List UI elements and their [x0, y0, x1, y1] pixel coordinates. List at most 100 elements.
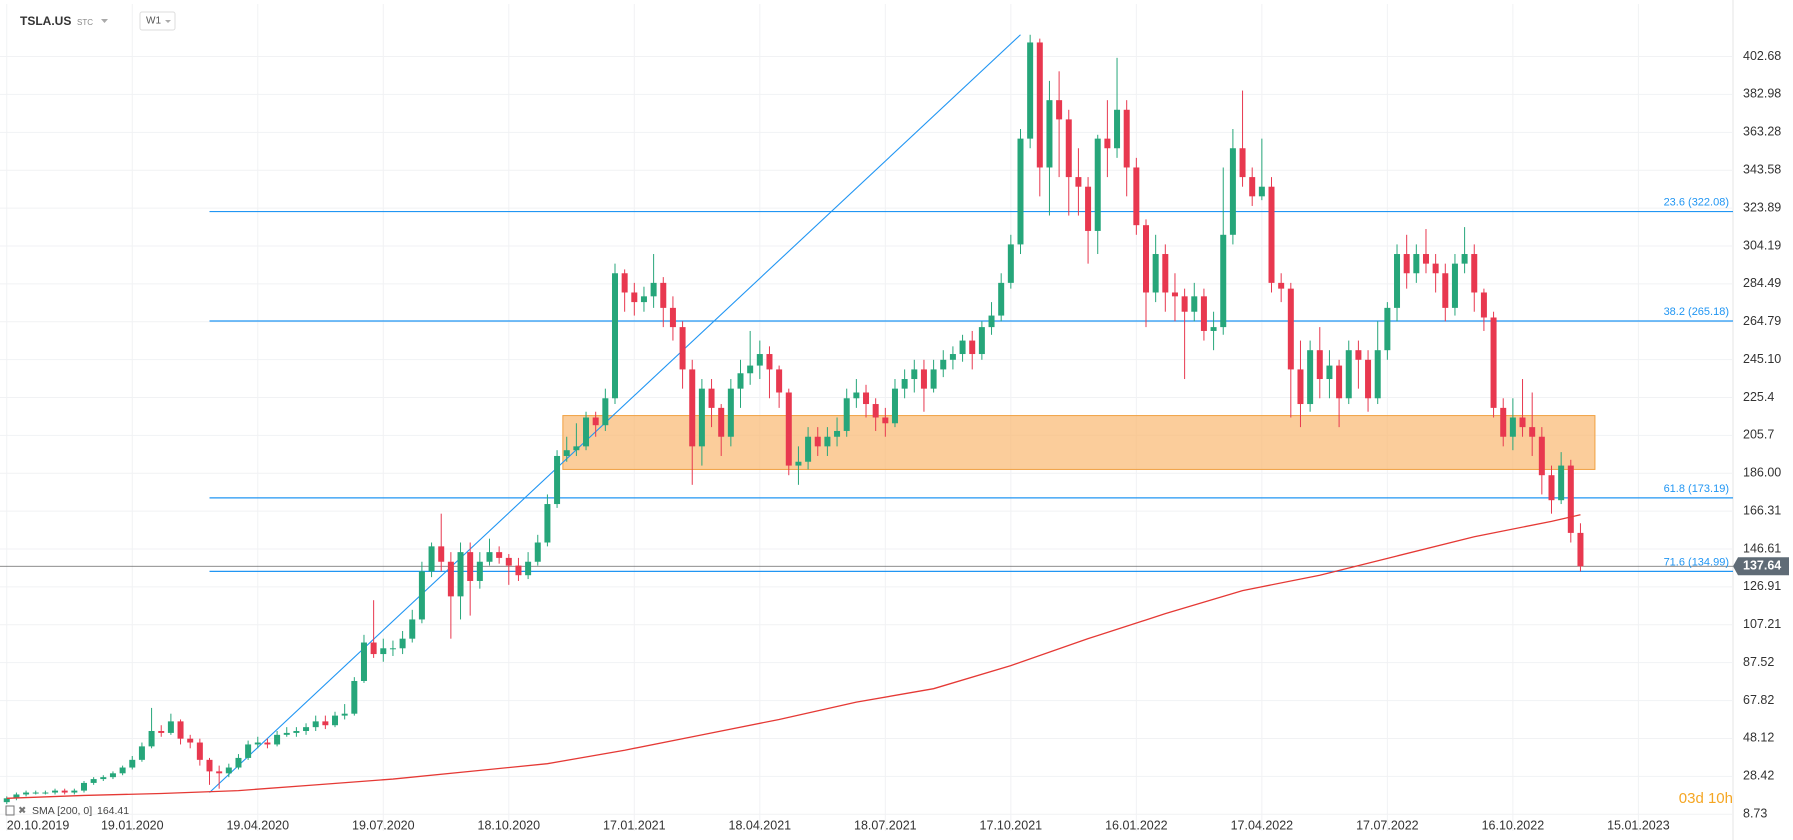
candle-body: [949, 354, 956, 360]
candle-body: [1036, 42, 1043, 168]
candle-body: [235, 757, 242, 768]
candle-body: [1075, 177, 1082, 187]
candle-body: [254, 742, 261, 745]
candle-body: [863, 392, 870, 405]
candle-body: [1577, 532, 1584, 567]
candle-body: [843, 398, 850, 431]
legend-close[interactable]: ✖: [18, 806, 26, 817]
candle-body: [689, 369, 696, 447]
candle-body: [486, 552, 493, 562]
candle-body: [621, 273, 628, 293]
candle-body: [303, 727, 310, 731]
candle-body: [138, 746, 145, 760]
y-tick-label: 126.91: [1743, 579, 1781, 593]
candle-body: [1548, 475, 1555, 501]
candle-body: [61, 790, 68, 793]
candle-body: [660, 282, 667, 308]
candle-body: [380, 648, 387, 655]
candle-body: [1374, 350, 1381, 399]
candle-body: [901, 379, 908, 389]
sma-legend: SMA [200, 0]: [32, 805, 92, 817]
candle-body: [563, 450, 570, 456]
candle-body: [911, 369, 918, 380]
legend-icon[interactable]: [5, 805, 15, 816]
symbol: TSLA.US: [20, 14, 71, 28]
sma-legend-value: 164.41: [97, 805, 129, 817]
candle-body: [1171, 292, 1178, 297]
source: STC: [77, 18, 93, 27]
x-tick-label: 16.10.2022: [1482, 818, 1545, 832]
candle-body: [80, 782, 87, 791]
fib-label: 71.6 (134.99): [1664, 556, 1729, 568]
interval-button[interactable]: [139, 11, 176, 31]
candle-body: [853, 392, 860, 399]
candle-body: [399, 638, 406, 649]
candle-body: [438, 546, 445, 562]
x-tick-label: 16.01.2022: [1105, 818, 1168, 832]
candle-body: [447, 561, 454, 597]
candle-body: [1336, 365, 1343, 399]
candle-body: [158, 730, 165, 733]
candle-body: [42, 792, 49, 794]
candle-body: [698, 388, 705, 447]
candle-body: [534, 542, 541, 562]
candle-body: [1085, 186, 1092, 231]
candle-body: [3, 798, 10, 803]
y-tick-label: 304.19: [1743, 238, 1781, 252]
candle-body: [428, 546, 435, 572]
candle-body: [525, 561, 532, 576]
candle-body: [650, 282, 657, 297]
candle-body: [1451, 263, 1458, 308]
y-tick-label: 48.12: [1743, 731, 1774, 745]
x-tick-label: 18.10.2020: [478, 818, 541, 832]
timer: 03d 10h: [1679, 790, 1733, 807]
candle-body: [1278, 282, 1285, 289]
candle-body: [737, 373, 744, 389]
candle-body: [824, 436, 831, 447]
dropdown-icon[interactable]: [101, 19, 108, 23]
candle-body: [1210, 327, 1217, 331]
candle-body: [1268, 186, 1275, 283]
candle-body: [1258, 186, 1265, 197]
candle-body: [1056, 100, 1063, 120]
candle-body: [583, 417, 590, 447]
candle-body: [1046, 100, 1053, 168]
y-tick-label: 87.52: [1743, 655, 1774, 669]
y-tick-label: 264.79: [1743, 314, 1781, 328]
y-tick-label: 205.7: [1743, 428, 1774, 442]
candle-body: [1191, 296, 1198, 312]
candle-body: [515, 565, 522, 576]
candle-body: [322, 721, 329, 726]
candle-body: [177, 721, 184, 739]
candle-body: [312, 721, 319, 728]
candle-body: [756, 354, 763, 366]
candle-body: [1394, 254, 1401, 308]
candle-body: [592, 417, 599, 426]
candle-body: [611, 273, 618, 399]
candle-body: [978, 327, 985, 355]
candle-body: [669, 307, 676, 328]
candle-body: [71, 790, 78, 793]
candle-body: [370, 642, 377, 655]
candle-body: [998, 282, 1005, 316]
y-tick-label: 166.31: [1743, 503, 1781, 517]
candle-body: [119, 767, 126, 774]
price-tag: [1733, 557, 1789, 576]
candle-body: [283, 732, 290, 735]
y-tick-label: 8.73: [1743, 807, 1767, 821]
candle-body: [476, 561, 483, 581]
fib-label: 23.6 (322.08): [1664, 196, 1729, 208]
candle-body: [1471, 254, 1478, 293]
candle-body: [1567, 465, 1574, 533]
candle-body: [1442, 273, 1449, 308]
candle-body: [1162, 254, 1169, 293]
candle-body: [766, 354, 773, 370]
candle-body: [1307, 350, 1314, 405]
candle-body: [1229, 148, 1236, 235]
candle-body: [1017, 138, 1024, 245]
price-tag-label: 137.64: [1743, 559, 1781, 573]
candle-body: [1500, 407, 1507, 437]
candle-body: [959, 340, 966, 355]
candle-body: [1027, 42, 1034, 139]
candle-body: [100, 777, 107, 780]
